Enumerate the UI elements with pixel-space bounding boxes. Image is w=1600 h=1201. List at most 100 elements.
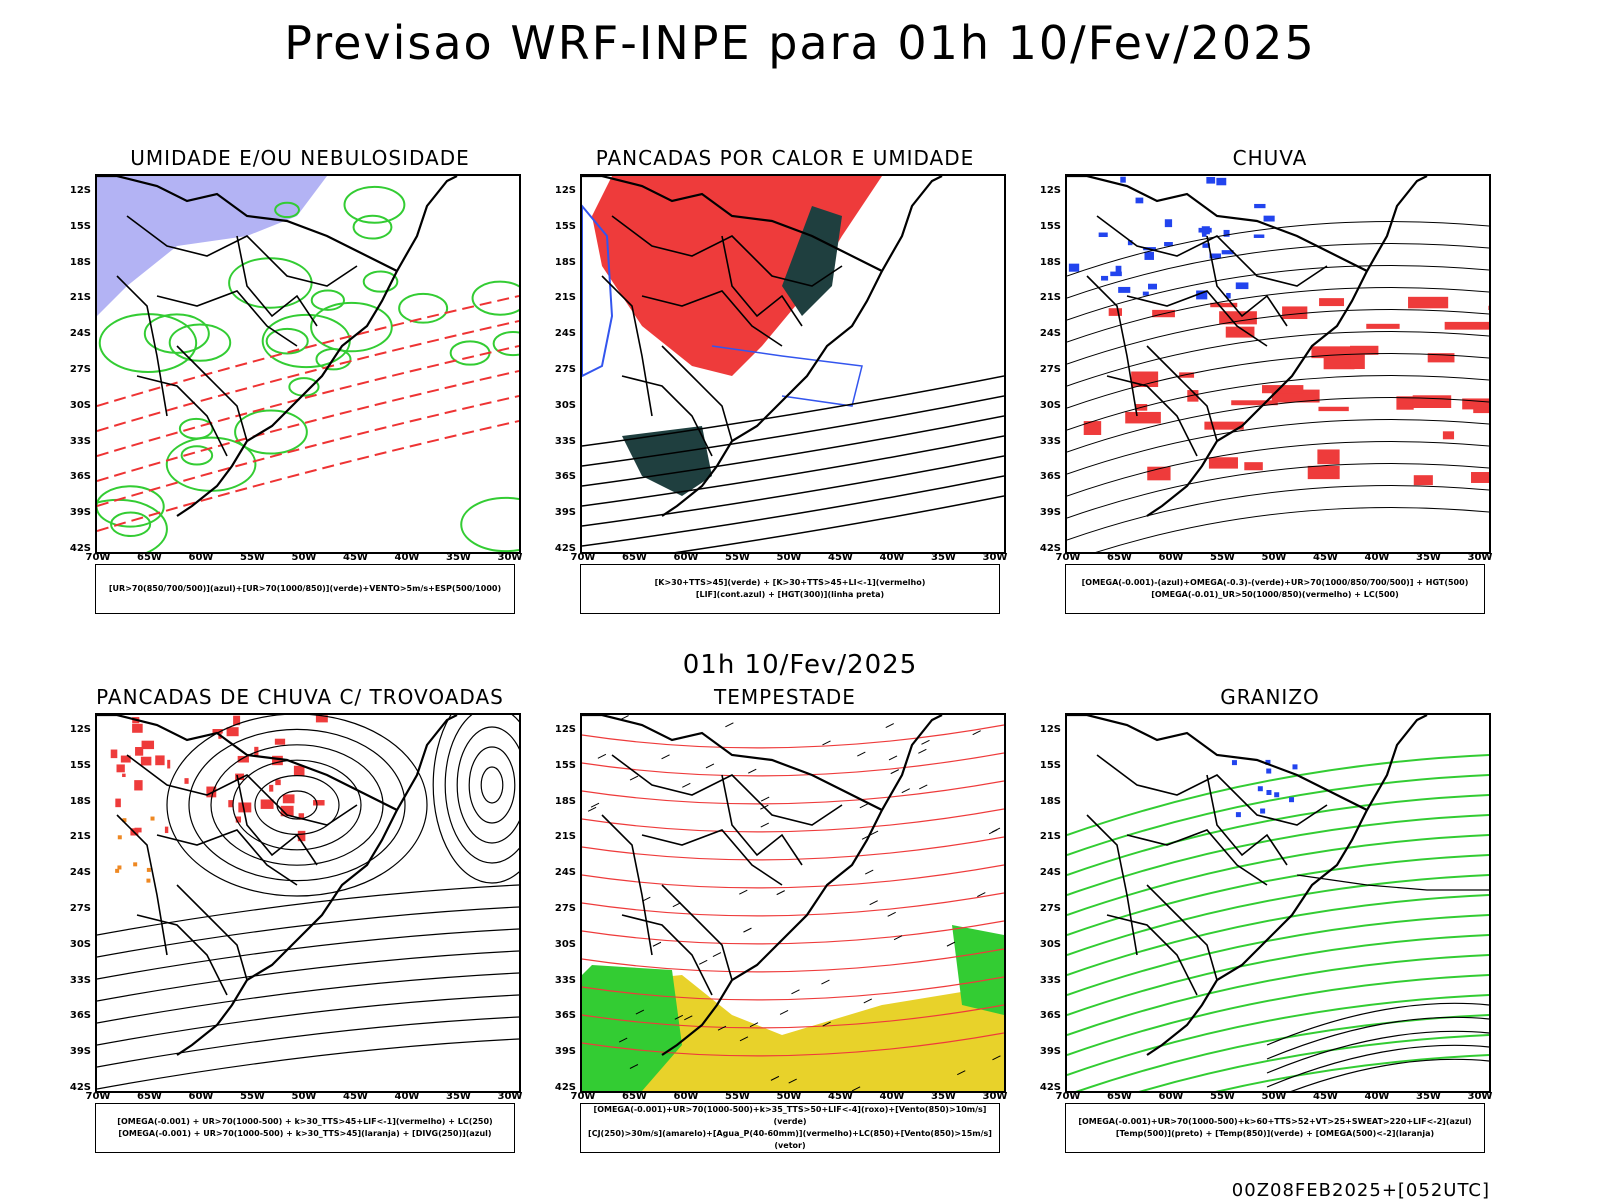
- lon-tick-label: 70W: [570, 552, 596, 563]
- panel-chuva: CHUVA 12S 15S 18S 21S 24S 27S 30S 33S 36S 39S 42S 70…: [1035, 146, 1505, 626]
- lat-tick-label: 18S: [1039, 256, 1061, 268]
- lat-tick-label: 21S: [1039, 831, 1061, 843]
- lat-tick-label: 33S: [554, 974, 576, 986]
- lon-tick-label: 60W: [188, 1091, 214, 1102]
- lat-tick-label: 18S: [554, 795, 576, 807]
- lon-tick-label: 45W: [1313, 1091, 1338, 1102]
- forecast-map: [580, 174, 1006, 554]
- lat-tick-label: 39S: [69, 1046, 91, 1058]
- lat-tick-label: 27S: [1039, 903, 1061, 914]
- lat-tick-label: 33S: [69, 974, 91, 986]
- panel-title: UMIDADE E/OU NEBULOSIDADE: [130, 146, 470, 170]
- lon-tick-label: 70W: [1055, 1091, 1081, 1102]
- lon-tick-label: 55W: [725, 552, 750, 563]
- panel-title: GRANIZO: [1220, 685, 1320, 709]
- lat-tick-label: 12S: [554, 724, 576, 735]
- panel-legend: [OMEGA(-0.001)+UR>70(1000-500)+k>35_TTS>…: [580, 1103, 1000, 1153]
- lon-tick-label: 30W: [982, 1091, 1008, 1102]
- humid-area-blue: [97, 176, 327, 316]
- legend-line: [Temp(500)](preto) + [Temp(850)](verde) …: [1115, 1129, 1435, 1138]
- lon-tick-label: 40W: [1364, 552, 1390, 563]
- valid-time-label: 01h 10/Fev/2025: [682, 650, 918, 680]
- forecast-map: [580, 713, 1006, 1093]
- coastline: [97, 715, 458, 1056]
- lon-tick-label: 35W: [1416, 1091, 1441, 1102]
- panel-legend: [OMEGA(-0.001)-(azul)+OMEGA(-0.3)-(verde…: [1065, 564, 1485, 614]
- lon-tick-label: 35W: [931, 552, 956, 563]
- lon-tick-label: 30W: [1467, 552, 1493, 563]
- lat-tick-label: 18S: [1039, 795, 1061, 807]
- lat-tick-label: 21S: [1039, 292, 1061, 304]
- lon-tick-label: 60W: [1158, 552, 1184, 563]
- run-stamp: 00Z08FEB2025+[052UTC]: [1231, 1180, 1490, 1201]
- panel-legend: [UR>70(850/700/500)](azul)+[UR>70(1000/8…: [95, 564, 515, 614]
- lon-tick-label: 40W: [394, 552, 420, 563]
- lat-tick-label: 27S: [1039, 364, 1061, 375]
- lat-tick-label: 21S: [69, 292, 91, 304]
- lat-tick-label: 21S: [554, 831, 576, 843]
- panel-tempestade: TEMPESTADE 12S 15S 18S 21S 24S 27S 30S 33S 36S 39S…: [550, 685, 1020, 1165]
- coastline: [97, 176, 458, 517]
- lat-tick-label: 39S: [554, 1046, 576, 1058]
- legend-line: [OMEGA(-0.001)+UR>70(1000-500)+k>60+TTS>…: [1078, 1117, 1472, 1126]
- legend-line: [OMEGA(-0.001)+UR>70(1000-500)+k>35_TTS>…: [593, 1105, 987, 1126]
- lat-tick-label: 33S: [1039, 974, 1061, 986]
- coastline: [582, 715, 943, 1056]
- lon-tick-label: 45W: [828, 1091, 853, 1102]
- lon-tick-label: 65W: [1107, 1091, 1132, 1102]
- coastline: [1067, 176, 1428, 517]
- lon-tick-label: 35W: [446, 552, 471, 563]
- lon-tick-label: 50W: [1261, 1091, 1287, 1102]
- lon-tick-label: 30W: [497, 1091, 523, 1102]
- lat-tick-label: 30S: [554, 938, 576, 950]
- lon-tick-label: 40W: [394, 1091, 420, 1102]
- lat-tick-label: 36S: [1039, 1010, 1061, 1022]
- lat-tick-label: 42S: [1039, 1082, 1061, 1093]
- lat-tick-label: 18S: [554, 256, 576, 268]
- lat-tick-label: 33S: [554, 435, 576, 447]
- lon-tick-label: 55W: [240, 1091, 265, 1102]
- lat-tick-label: 42S: [554, 543, 576, 554]
- panel-legend: [OMEGA(-0.001)+UR>70(1000-500)+k>60+TTS>…: [1065, 1103, 1485, 1153]
- lat-tick-label: 21S: [69, 831, 91, 843]
- coastline: [582, 176, 943, 517]
- lon-tick-label: 50W: [776, 552, 802, 563]
- lon-tick-label: 60W: [188, 552, 214, 563]
- lat-tick-label: 18S: [69, 795, 91, 807]
- forecast-map: [95, 174, 521, 554]
- lat-tick-label: 15S: [554, 759, 576, 771]
- lat-tick-label: 36S: [69, 471, 91, 483]
- lat-tick-label: 30S: [1039, 399, 1061, 411]
- heat-area-red: [592, 176, 882, 376]
- legend-line: [CJ(250)>30m/s](amarelo)+[Agua_P(40-60mm…: [588, 1129, 992, 1150]
- lat-tick-label: 30S: [69, 938, 91, 950]
- lat-tick-label: 12S: [1039, 724, 1061, 735]
- lon-tick-label: 70W: [85, 552, 111, 563]
- lat-tick-label: 18S: [69, 256, 91, 268]
- lon-tick-label: 50W: [291, 552, 317, 563]
- forecast-map: [1065, 713, 1491, 1093]
- lat-tick-label: 27S: [69, 364, 91, 375]
- lat-tick-label: 27S: [554, 364, 576, 375]
- coastline: [1067, 715, 1428, 1056]
- lon-tick-label: 40W: [879, 552, 905, 563]
- lat-tick-label: 15S: [69, 759, 91, 771]
- lon-tick-label: 45W: [828, 552, 853, 563]
- lat-tick-label: 42S: [69, 543, 91, 554]
- lon-tick-label: 50W: [1261, 552, 1287, 563]
- lat-tick-label: 15S: [1039, 220, 1061, 232]
- panel-umidade: UMIDADE E/OU NEBULOSIDADE 12S 15S 18S 21S 24S…: [65, 146, 535, 626]
- panel-trovoadas: PANCADAS DE CHUVA C/ TROVOADAS 12S 15S 18S 2…: [65, 685, 535, 1165]
- main-title: Previsao WRF-INPE para 01h 10/Fev/2025: [284, 16, 1316, 70]
- lat-tick-label: 42S: [1039, 543, 1061, 554]
- lon-tick-label: 65W: [1107, 552, 1132, 563]
- legend-line: [K>30+TTS>45](verde) + [K>30+TTS>45+LI<-…: [654, 578, 926, 587]
- lon-tick-label: 65W: [622, 552, 647, 563]
- lon-tick-label: 55W: [725, 1091, 750, 1102]
- lon-tick-label: 35W: [446, 1091, 471, 1102]
- legend-line: [OMEGA(-0.001)-(azul)+OMEGA(-0.3)-(verde…: [1081, 578, 1469, 587]
- forecast-map: [95, 713, 521, 1093]
- lat-tick-label: 42S: [69, 1082, 91, 1093]
- panel-pancadas-calor: PANCADAS POR CALOR E UMIDADE 12S 15S 18S 21S…: [550, 146, 1020, 626]
- lon-tick-label: 70W: [1055, 552, 1081, 563]
